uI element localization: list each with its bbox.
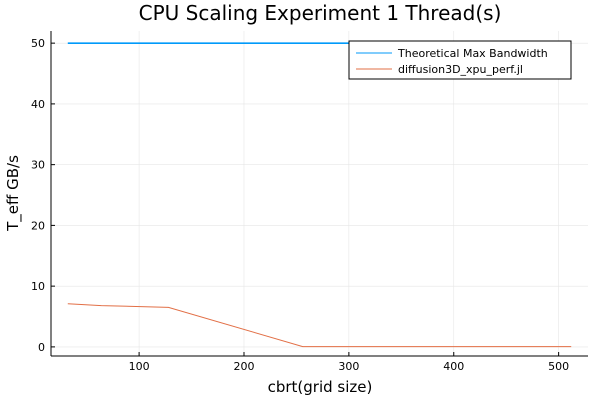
series [67, 42, 572, 348]
legend-label-1: diffusion3D_xpu_perf.jl [398, 63, 523, 76]
x-tick-label-1: 200 [233, 360, 254, 373]
legend-box [348, 40, 572, 80]
y-tick-label-0: 0 [38, 341, 45, 354]
plot-area [51, 31, 588, 356]
x-axis-label: cbrt(grid size) [268, 378, 373, 396]
x-tick-label-3: 400 [443, 360, 464, 373]
x-tick-label-2: 300 [338, 360, 359, 373]
y-tick-label-5: 50 [31, 37, 45, 50]
grid [51, 31, 588, 356]
y-tick-label-2: 20 [31, 219, 45, 232]
chart-title: CPU Scaling Experiment 1 Thread(s) [139, 1, 502, 25]
y-tick-label-1: 10 [31, 280, 45, 293]
x-tick-label-4: 500 [548, 360, 569, 373]
y-tick-label-4: 40 [31, 98, 45, 111]
ticks: 100 200 300 400 500 0 10 20 30 40 50 [31, 37, 569, 373]
y-axis-label: T_eff GB/s [4, 155, 23, 232]
series-line-1 [67, 303, 572, 348]
y-tick-label-3: 30 [31, 159, 45, 172]
x-tick-label-0: 100 [129, 360, 150, 373]
legend: Theoretical Max Bandwidth diffusion3D_xp… [348, 40, 572, 80]
legend-label-0: Theoretical Max Bandwidth [397, 47, 548, 60]
